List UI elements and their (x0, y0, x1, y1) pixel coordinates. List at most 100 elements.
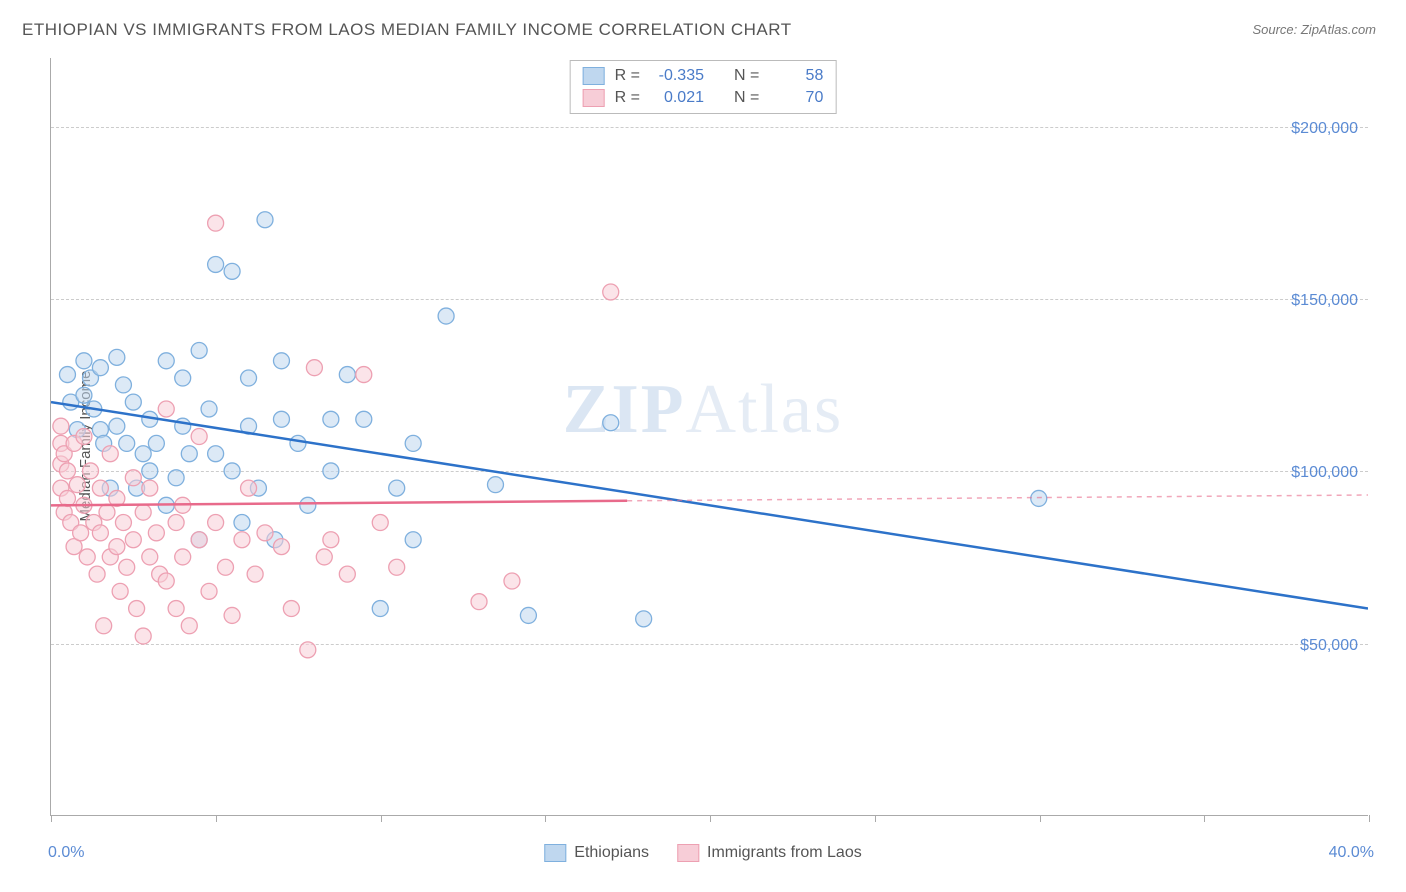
data-point (168, 601, 184, 617)
data-point (1031, 490, 1047, 506)
data-point (92, 525, 108, 541)
x-tick (216, 815, 217, 822)
data-point (201, 401, 217, 417)
data-point (76, 353, 92, 369)
data-point (129, 601, 145, 617)
data-point (175, 418, 191, 434)
data-point (175, 549, 191, 565)
x-tick (875, 815, 876, 822)
data-point (158, 353, 174, 369)
chart-title: ETHIOPIAN VS IMMIGRANTS FROM LAOS MEDIAN… (22, 20, 792, 40)
data-point (181, 618, 197, 634)
data-point (218, 559, 234, 575)
data-point (273, 353, 289, 369)
legend-swatch-series-0 (583, 67, 605, 85)
x-tick (1369, 815, 1370, 822)
data-point (168, 515, 184, 531)
data-point (92, 360, 108, 376)
legend-row-series-0: R = -0.335 N = 58 (583, 65, 824, 87)
data-point (389, 559, 405, 575)
n-value-series-1: 70 (769, 89, 823, 107)
data-point (208, 215, 224, 231)
data-point (201, 583, 217, 599)
data-point (208, 515, 224, 531)
x-axis-min-label: 0.0% (48, 844, 84, 862)
regression-line-solid (51, 501, 627, 506)
data-point (125, 532, 141, 548)
data-point (191, 429, 207, 445)
data-point (300, 497, 316, 513)
data-point (208, 446, 224, 462)
data-point (76, 387, 92, 403)
plot-svg (51, 58, 1368, 815)
data-point (273, 411, 289, 427)
data-point (234, 515, 250, 531)
data-point (356, 411, 372, 427)
x-axis-max-label: 40.0% (1329, 844, 1374, 862)
data-point (224, 607, 240, 623)
data-point (76, 429, 92, 445)
data-point (257, 212, 273, 228)
data-point (109, 418, 125, 434)
data-point (92, 480, 108, 496)
x-tick (1204, 815, 1205, 822)
data-point (175, 370, 191, 386)
data-point (389, 480, 405, 496)
data-point (96, 618, 112, 634)
data-point (234, 532, 250, 548)
data-point (109, 349, 125, 365)
data-point (73, 525, 89, 541)
data-point (247, 566, 263, 582)
plot-area: $50,000$100,000$150,000$200,000 (50, 58, 1368, 816)
data-point (135, 628, 151, 644)
data-point (181, 446, 197, 462)
legend-label-series-1: Immigrants from Laos (707, 844, 862, 862)
data-point (102, 446, 118, 462)
data-point (89, 566, 105, 582)
data-point (53, 418, 69, 434)
data-point (372, 515, 388, 531)
data-point (142, 463, 158, 479)
legend-item-series-0: Ethiopians (544, 844, 649, 862)
data-point (283, 601, 299, 617)
data-point (339, 367, 355, 383)
data-point (405, 532, 421, 548)
data-point (520, 607, 536, 623)
data-point (119, 435, 135, 451)
x-tick (381, 815, 382, 822)
data-point (372, 601, 388, 617)
data-point (257, 525, 273, 541)
data-point (356, 367, 372, 383)
data-point (306, 360, 322, 376)
n-label: N = (734, 89, 759, 107)
data-point (119, 559, 135, 575)
legend-series-names: Ethiopians Immigrants from Laos (544, 844, 861, 862)
data-point (83, 463, 99, 479)
legend-swatch-bottom-0 (544, 844, 566, 862)
data-point (339, 566, 355, 582)
data-point (125, 394, 141, 410)
data-point (69, 477, 85, 493)
legend-swatch-bottom-1 (677, 844, 699, 862)
r-label: R = (615, 89, 640, 107)
data-point (316, 549, 332, 565)
data-point (405, 435, 421, 451)
n-label: N = (734, 67, 759, 85)
r-value-series-1: 0.021 (650, 89, 704, 107)
data-point (59, 367, 75, 383)
data-point (323, 411, 339, 427)
data-point (636, 611, 652, 627)
data-point (115, 515, 131, 531)
data-point (323, 532, 339, 548)
n-value-series-0: 58 (769, 67, 823, 85)
data-point (112, 583, 128, 599)
data-point (158, 573, 174, 589)
data-point (603, 284, 619, 300)
data-point (135, 446, 151, 462)
data-point (300, 642, 316, 658)
legend-row-series-1: R = 0.021 N = 70 (583, 87, 824, 109)
data-point (191, 342, 207, 358)
legend-swatch-series-1 (583, 89, 605, 107)
r-value-series-0: -0.335 (650, 67, 704, 85)
data-point (438, 308, 454, 324)
